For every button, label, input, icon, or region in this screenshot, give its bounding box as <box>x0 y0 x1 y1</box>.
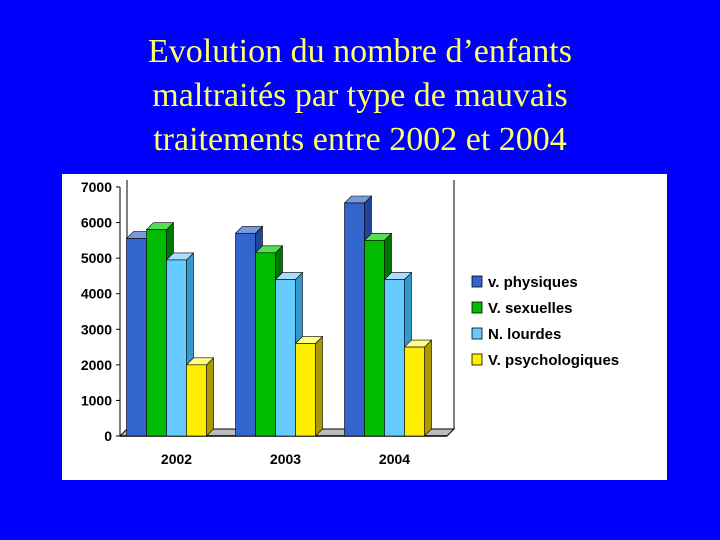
y-tick-label: 7000 <box>81 179 112 195</box>
x-tick-label: 2003 <box>270 451 301 467</box>
bar-side <box>206 357 214 437</box>
legend-swatch <box>471 353 483 366</box>
bar <box>404 346 425 437</box>
bar <box>275 279 296 437</box>
bar <box>235 232 256 437</box>
bar-chart: 0 1000 2000 3000 4000 5000 6000 7000 2002 2003 200… <box>81 179 658 467</box>
bar <box>126 238 147 437</box>
legend-swatch <box>471 301 483 314</box>
x-tick-label: 2004 <box>379 451 410 467</box>
bar-side <box>424 339 432 437</box>
y-tick-label: 2000 <box>81 357 112 373</box>
title-line-2: maltraités par type de mauvais <box>152 77 568 114</box>
legend-box <box>462 266 658 378</box>
legend-label: N. lourdes <box>488 326 561 343</box>
y-tick-label: 5000 <box>81 250 112 266</box>
bar <box>384 279 405 437</box>
bar <box>344 202 365 437</box>
y-tick-label: 6000 <box>81 215 112 231</box>
bar <box>255 252 276 437</box>
bar <box>146 229 167 437</box>
bar <box>186 364 207 437</box>
chart-panel: 0 1000 2000 3000 4000 5000 6000 7000 2002 2003 200… <box>62 174 667 480</box>
title-line-1: Evolution du nombre d’enfants <box>148 33 572 70</box>
title-line-3: traitements entre 2002 et 2004 <box>153 121 567 158</box>
slide-title: Evolution du nombre d’enfants maltraités… <box>0 30 720 162</box>
legend-label: v. physiques <box>488 274 578 291</box>
y-tick-label: 0 <box>104 428 112 444</box>
x-tick-label: 2002 <box>161 451 192 467</box>
bar <box>364 240 385 437</box>
y-tick-label: 1000 <box>81 392 112 408</box>
legend-label: V. sexuelles <box>488 300 573 317</box>
legend-swatch <box>471 275 483 288</box>
y-tick-label: 3000 <box>81 321 112 337</box>
bar <box>166 259 187 437</box>
bar-side <box>315 335 323 437</box>
bar <box>295 343 316 437</box>
y-tick-label: 4000 <box>81 286 112 302</box>
legend-label: V. psychologiques <box>488 352 619 369</box>
legend-swatch <box>471 327 483 340</box>
